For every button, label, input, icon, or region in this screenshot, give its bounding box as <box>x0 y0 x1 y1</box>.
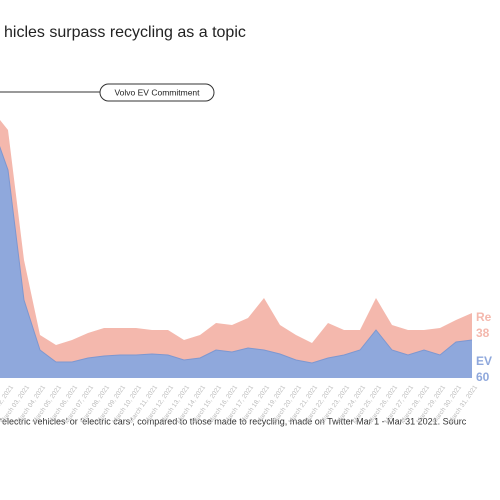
chart-title: hicles surpass recycling as a topic <box>4 24 246 41</box>
series-label: Re <box>476 310 492 324</box>
annotation-box <box>99 83 215 102</box>
series-value-label: 60 <box>476 370 490 384</box>
areas <box>0 120 473 378</box>
area <box>0 120 472 363</box>
footnote: ‘electric vehicles’ or ‘electric cars’, … <box>0 416 467 426</box>
area <box>0 147 472 378</box>
series-label: EV <box>476 354 492 368</box>
ev-line <box>0 146 473 364</box>
series-value-label: 38 <box>476 326 490 340</box>
annotation: Volvo EV Commitment <box>114 87 200 97</box>
